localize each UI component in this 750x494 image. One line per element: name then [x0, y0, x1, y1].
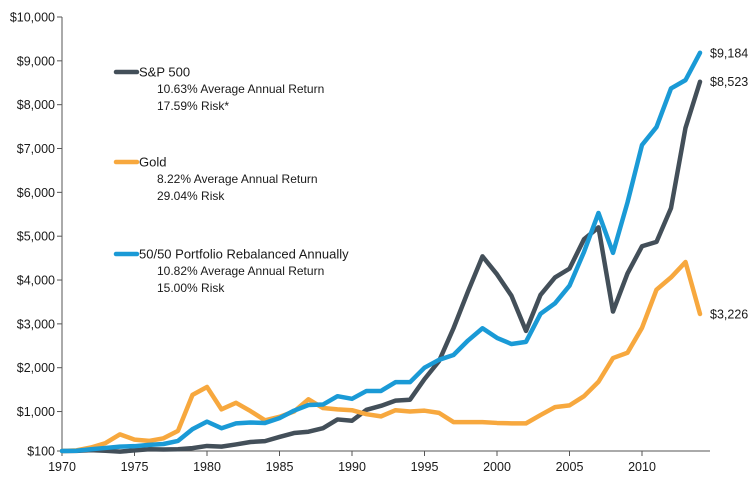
y-tick-label: $4,000	[17, 274, 55, 288]
series-line-gold	[59, 259, 703, 454]
y-tick-label: $3,000	[17, 317, 55, 331]
legend-stat: 8.22% Average Annual Return	[157, 172, 318, 186]
legend-stat: 17.59% Risk*	[157, 99, 229, 113]
x-tick-label: 2010	[628, 460, 656, 474]
x-tick-label: 2005	[556, 460, 584, 474]
end-value-label: $9,184	[710, 46, 748, 60]
y-tick-label: $8,000	[17, 98, 55, 112]
y-tick-label: $10,000	[10, 11, 55, 25]
legend: S&P 500 10.63% Average Annual Return 17.59…	[113, 65, 349, 295]
x-tick-label: 1980	[193, 460, 221, 474]
series-lines	[59, 50, 703, 454]
legend-stat: 10.63% Average Annual Return	[157, 82, 324, 96]
legend-stat: 15.00% Risk	[157, 281, 225, 295]
y-tick-label: $1,000	[17, 405, 55, 419]
legend-label-portfolio: 50/50 Portfolio Rebalanced Annually	[139, 247, 349, 262]
axes: $100 $1,000 $2,000 $3,000 $4,000 $5,000 $6,000…	[10, 11, 710, 474]
end-value-label: $8,523	[710, 75, 748, 89]
y-tick-label: $9,000	[17, 54, 55, 68]
x-tick-label: 1985	[266, 460, 294, 474]
end-value-label: $3,226	[710, 307, 748, 321]
legend-label-sp500: S&P 500	[139, 65, 190, 80]
x-tick-label: 1995	[411, 460, 439, 474]
x-tick-label: 1990	[338, 460, 366, 474]
x-tick-label: 2000	[483, 460, 511, 474]
y-tick-label: $5,000	[17, 230, 55, 244]
legend-stat: 29.04% Risk	[157, 189, 225, 203]
series-line-portfolio	[59, 50, 703, 454]
x-tick-label: 1970	[48, 460, 76, 474]
end-labels: $8,523 $3,226 $9,184	[710, 46, 748, 321]
legend-label-gold: Gold	[139, 155, 166, 170]
y-tick-label: $100	[27, 445, 55, 459]
y-tick-label: $2,000	[17, 361, 55, 375]
y-tick-label: $7,000	[17, 142, 55, 156]
legend-stat: 10.82% Average Annual Return	[157, 264, 324, 278]
x-tick-label: 1975	[121, 460, 149, 474]
y-tick-label: $6,000	[17, 186, 55, 200]
